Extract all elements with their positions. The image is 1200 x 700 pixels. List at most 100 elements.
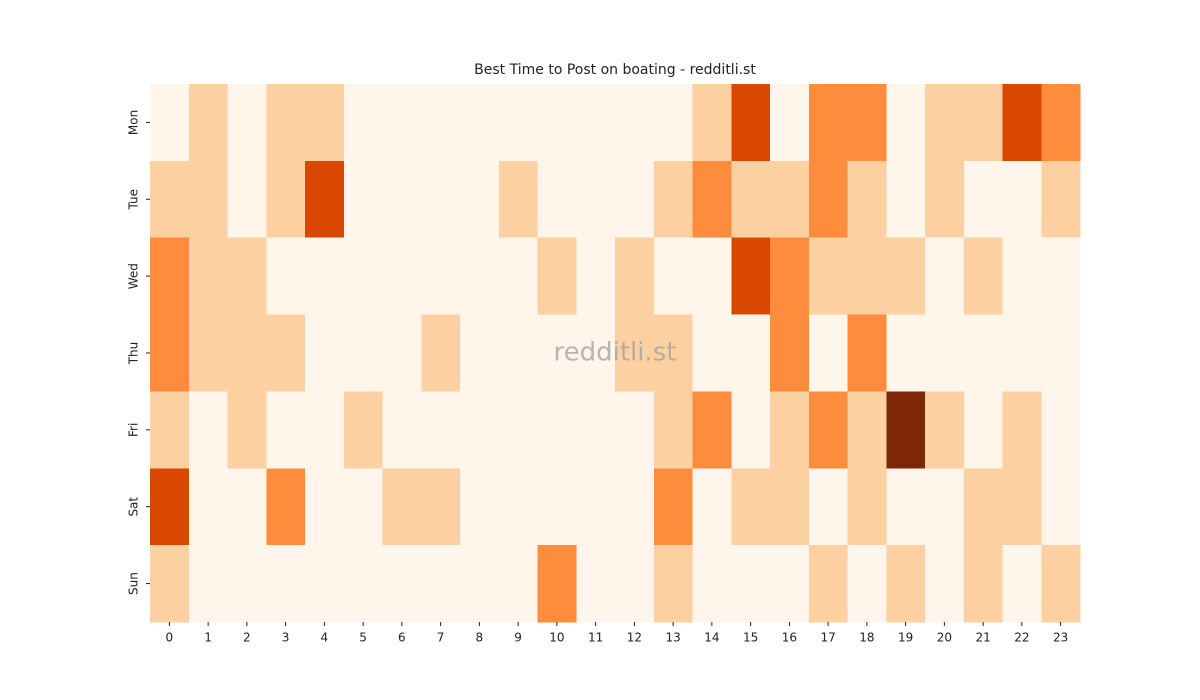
- y-tick-label: Sat: [127, 497, 141, 517]
- heatmap-cell: [460, 314, 500, 392]
- heatmap-cell: [1002, 391, 1042, 469]
- heatmap-cell: [925, 237, 965, 316]
- heatmap-cell: [615, 84, 655, 162]
- y-tick-label: Wed: [127, 263, 141, 289]
- heatmap-cell: [188, 545, 228, 623]
- heatmap-cell: [1041, 314, 1081, 392]
- heatmap-cell: [731, 84, 771, 162]
- heatmap-cell: [692, 314, 732, 392]
- x-tick-label: 17: [820, 631, 835, 645]
- heatmap-cell: [227, 84, 267, 162]
- heatmap-cell: [460, 468, 500, 546]
- heatmap-cell: [382, 237, 422, 316]
- heatmap-cell: [421, 545, 461, 623]
- heatmap-cell: [421, 314, 461, 392]
- heatmap-cell: [1002, 545, 1042, 623]
- heatmap-cell: [537, 545, 577, 623]
- heatmap-cell: [421, 84, 461, 162]
- heatmap-cell: [305, 545, 345, 623]
- heatmap-cell: [421, 237, 461, 316]
- heatmap-cell: [925, 391, 965, 469]
- heatmap-cell: [382, 468, 422, 546]
- heatmap-cell: [963, 391, 1003, 469]
- heatmap-cell: [576, 314, 616, 392]
- x-tick-label: 10: [549, 631, 564, 645]
- heatmap-cell: [1041, 545, 1081, 623]
- heatmap-cell: [188, 84, 228, 162]
- y-tick-label: Fri: [127, 423, 141, 437]
- heatmap-cell: [925, 468, 965, 546]
- heatmap-cell: [537, 391, 577, 469]
- heatmap-cell: [1041, 84, 1081, 162]
- heatmap-cell: [150, 391, 190, 469]
- heatmap-cell: [227, 468, 267, 546]
- x-tick-label: 1: [204, 631, 212, 645]
- heatmap-cell: [886, 468, 926, 546]
- heatmap-cell: [1002, 84, 1042, 162]
- heatmap-cell: [266, 391, 306, 469]
- heatmap-cell: [1002, 237, 1042, 316]
- heatmap-cell: [1041, 237, 1081, 316]
- heatmap-cell: [692, 237, 732, 316]
- heatmap-cell: [1041, 160, 1081, 239]
- heatmap-cell: [460, 545, 500, 623]
- heatmap-cell: [576, 160, 616, 239]
- y-tick-label: Thu: [127, 342, 141, 366]
- heatmap-cell: [305, 314, 345, 392]
- heatmap-cell: [266, 84, 306, 162]
- heatmap-cell: [537, 237, 577, 316]
- heatmap-cell: [305, 160, 345, 239]
- heatmap-cell: [770, 160, 810, 239]
- heatmap-cell: [925, 545, 965, 623]
- heatmap-cell: [808, 237, 848, 316]
- x-tick-label: 4: [321, 631, 329, 645]
- heatmap-cell: [305, 468, 345, 546]
- heatmap-cell: [421, 468, 461, 546]
- heatmap-cell: [731, 160, 771, 239]
- heatmap-cell: [808, 468, 848, 546]
- heatmap-cell: [653, 84, 693, 162]
- heatmap-cell: [343, 545, 383, 623]
- heatmap-cell: [498, 160, 538, 239]
- heatmap-cell: [731, 545, 771, 623]
- heatmap-cell: [343, 468, 383, 546]
- heatmap-cell: [925, 314, 965, 392]
- heatmap-cell: [615, 314, 655, 392]
- heatmap-cell: [305, 237, 345, 316]
- x-tick-label: 22: [1014, 631, 1029, 645]
- x-tick-label: 6: [398, 631, 406, 645]
- heatmap-cell: [886, 545, 926, 623]
- heatmap-cell: [498, 237, 538, 316]
- heatmap-cell: [150, 314, 190, 392]
- heatmap-cell: [498, 391, 538, 469]
- heatmap-cell: [188, 160, 228, 239]
- heatmap-cell: [537, 314, 577, 392]
- heatmap-cell: [925, 84, 965, 162]
- x-tick-label: 14: [704, 631, 719, 645]
- heatmap-cell: [886, 160, 926, 239]
- heatmap-cell: [653, 391, 693, 469]
- heatmap-cell: [1041, 468, 1081, 546]
- heatmap-cell: [150, 160, 190, 239]
- x-tick-label: 12: [627, 631, 642, 645]
- heatmap-cell: [382, 391, 422, 469]
- heatmap-cell: [653, 468, 693, 546]
- heatmap-cell: [653, 237, 693, 316]
- heatmap-cell: [847, 468, 887, 546]
- heatmap-cell: [847, 545, 887, 623]
- heatmap-cell: [692, 545, 732, 623]
- heatmap-cell: [886, 314, 926, 392]
- heatmap-cell: [576, 545, 616, 623]
- heatmap-cell: [188, 468, 228, 546]
- heatmap-cell: [227, 391, 267, 469]
- heatmap-cell: [731, 237, 771, 316]
- heatmap-cell: [615, 391, 655, 469]
- heatmap-cell: [537, 160, 577, 239]
- heatmap-cell: [1002, 314, 1042, 392]
- heatmap-cell: [847, 160, 887, 239]
- heatmap-cell: [770, 314, 810, 392]
- heatmap-cell: [421, 160, 461, 239]
- heatmap-cell: [653, 545, 693, 623]
- heatmap-cell: [150, 237, 190, 316]
- x-tick-label: 8: [476, 631, 484, 645]
